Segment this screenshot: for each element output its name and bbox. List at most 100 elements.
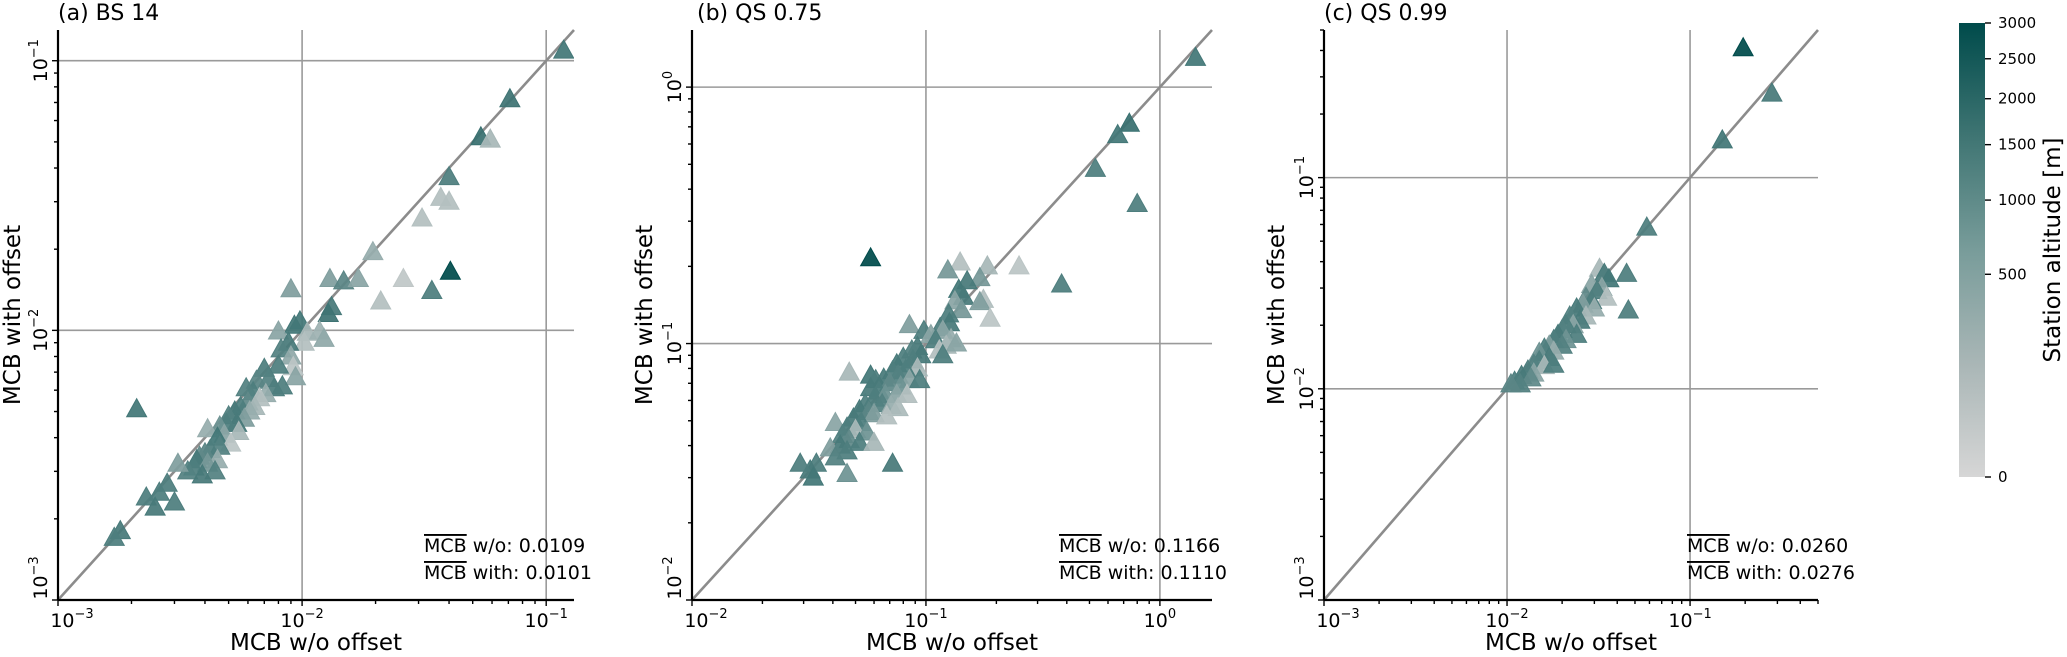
data-point (1542, 353, 1565, 373)
mean-mcb-annotation: MCB w/o: 0.1166 MCB with: 0.1110 (1059, 535, 1227, 584)
y-axis-label: MCB with offset (1264, 225, 1290, 405)
data-point (976, 254, 999, 275)
data-point (392, 267, 415, 288)
scatter-points (103, 39, 574, 546)
data-point (1126, 192, 1149, 213)
mcb-overline-label: MCB (424, 562, 467, 584)
data-point (163, 490, 186, 511)
colorbar-tick-label: 2000 (1998, 90, 2036, 108)
data-point (789, 452, 812, 472)
colorbar-tick-label: 1500 (1998, 136, 2036, 154)
x-axis-label: MCB w/o offset (866, 630, 1038, 656)
x-tick-label: 10−2 (1485, 607, 1528, 632)
data-point (931, 343, 954, 364)
colorbar-gradient (1959, 23, 1985, 477)
data-point (824, 445, 847, 466)
data-point (1615, 262, 1638, 282)
colorbar-tick-label: 1000 (1998, 191, 2036, 209)
data-point (280, 277, 302, 298)
colorbar-tick-label: 0 (1998, 468, 2008, 486)
data-point (1118, 112, 1141, 132)
data-point (863, 402, 885, 423)
data-point (319, 267, 341, 288)
data-point (284, 365, 307, 386)
data-point (1008, 254, 1030, 275)
data-point (499, 87, 521, 108)
data-point (863, 431, 885, 451)
data-point (1084, 157, 1107, 177)
x-tick-label: 10−1 (904, 607, 947, 632)
x-tick-labels: 10−2 10−1 100 (684, 607, 1176, 632)
data-point (945, 332, 968, 352)
y-tick-labels: 10−3 10−2 10−1 (1293, 156, 1318, 600)
data-point (908, 368, 931, 389)
data-point (859, 246, 882, 267)
data-point (896, 383, 918, 404)
panel-c: (c) QS 0.99 10−3 10−2 10−1 10−3 10−2 10−1 MC… (1264, 1, 1855, 656)
data-point (1520, 366, 1542, 387)
x-axis-label: MCB w/o offset (1485, 630, 1657, 656)
x-tick-label: 100 (1144, 607, 1176, 632)
colorbar: 3000 2500 2000 1500 1000 500 0 Station altitud… (1959, 14, 2066, 486)
mcb-overline-label: MCB (424, 535, 467, 557)
mcb-with-value: with: 0.1110 (1102, 562, 1227, 584)
reference-line (57, 29, 575, 601)
y-tick-label: 100 (661, 71, 686, 103)
x-tick-label: 10−2 (684, 607, 727, 632)
data-point (362, 240, 384, 261)
data-point (950, 298, 973, 319)
data-point (438, 165, 460, 186)
y-tick-label: 10−1 (27, 39, 52, 82)
y-tick-label: 10−1 (1293, 156, 1318, 199)
scatter-points (789, 46, 1207, 486)
colorbar-label: Station altitude [m] (2040, 138, 2066, 363)
mcb-overline-label: MCB (1059, 562, 1102, 584)
panel-title: (b) QS 0.75 (697, 1, 822, 26)
x-tick-label: 10−1 (525, 607, 568, 632)
panel-title: (a) BS 14 (58, 1, 159, 26)
data-point (204, 459, 226, 480)
x-axis-label: MCB w/o offset (230, 630, 402, 656)
data-point (1761, 82, 1783, 102)
mcb-overline-label: MCB (1059, 535, 1102, 557)
colorbar-ticks: 3000 2500 2000 1500 1000 500 0 (1985, 14, 2036, 486)
mean-mcb-annotation: MCB w/o: 0.0260 MCB with: 0.0276 (1687, 535, 1855, 584)
y-tick-label: 10−3 (27, 556, 52, 599)
axes (686, 30, 1212, 606)
data-point (875, 404, 898, 425)
panel-b: (b) QS 0.75 10−2 10−1 100 10−2 10−1 100 MCB … (632, 1, 1227, 656)
y-tick-label: 10−2 (661, 556, 686, 599)
colorbar-tick-label: 3000 (1998, 14, 2036, 32)
data-point (936, 258, 959, 279)
data-point (271, 374, 294, 395)
x-tick-label: 10−3 (1316, 607, 1359, 632)
data-point (979, 307, 1001, 327)
data-point (332, 269, 355, 290)
data-point (949, 250, 971, 271)
data-point (167, 452, 189, 472)
y-tick-label: 10−2 (1293, 367, 1318, 410)
annotation-line-1: MCB w/o: 0.0109 (424, 535, 585, 557)
data-point (420, 279, 443, 299)
axes (1318, 29, 1819, 606)
mcb-without-value: w/o: 0.0109 (467, 535, 586, 557)
data-point (1565, 323, 1588, 343)
data-point (135, 485, 158, 506)
data-point (1617, 298, 1640, 319)
mcb-without-value: w/o: 0.0260 (1730, 535, 1849, 557)
annotation-line-2: MCB with: 0.0101 (424, 562, 592, 584)
colorbar-tick-label: 500 (1998, 265, 2027, 283)
x-tick-label: 10−2 (280, 607, 323, 632)
data-point (270, 337, 292, 358)
data-point (1106, 123, 1129, 144)
data-point (438, 190, 460, 210)
x-tick-label: 10−1 (1668, 607, 1711, 632)
grid-lines (1324, 30, 1818, 600)
data-point (267, 320, 290, 340)
y-tick-label: 10−3 (1293, 556, 1318, 599)
data-point (969, 290, 991, 311)
annotation-line-2: MCB with: 0.1110 (1059, 562, 1227, 584)
mean-mcb-annotation: MCB w/o: 0.0109 MCB with: 0.0101 (424, 535, 592, 584)
data-point (824, 411, 847, 432)
